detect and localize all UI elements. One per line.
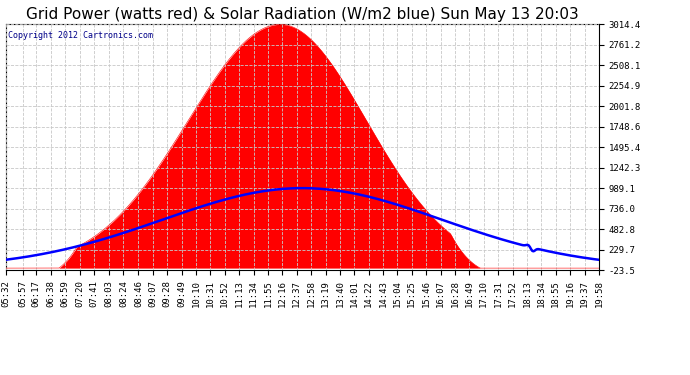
Title: Grid Power (watts red) & Solar Radiation (W/m2 blue) Sun May 13 20:03: Grid Power (watts red) & Solar Radiation… (26, 7, 579, 22)
Text: Copyright 2012 Cartronics.com: Copyright 2012 Cartronics.com (8, 30, 153, 39)
